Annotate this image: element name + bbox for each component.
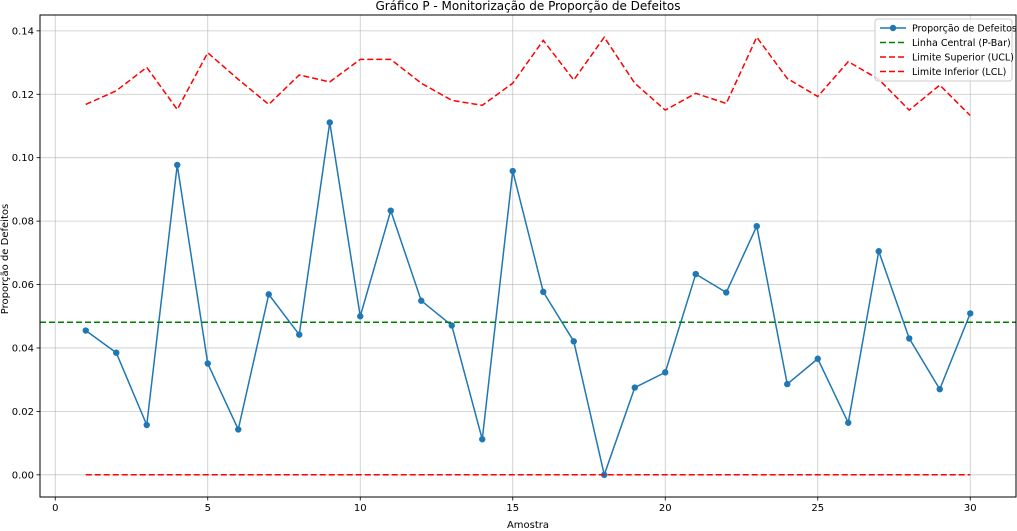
data-point [113,349,120,356]
data-point [814,355,821,362]
data-point [326,119,333,126]
x-tick-label: 20 [659,503,672,514]
data-point [296,331,303,338]
y-tick-label: 0.08 [12,217,34,228]
y-tick-label: 0.12 [12,90,34,101]
y-tick-label: 0.02 [12,407,34,418]
x-tick-label: 0 [52,503,58,514]
data-point [723,289,730,296]
plot-series [40,35,1016,479]
x-tick-label: 10 [354,503,367,514]
y-tick-label: 0.00 [12,470,34,481]
y-tick-label: 0.04 [12,343,34,354]
series-2 [85,35,971,117]
y-tick-label: 0.10 [12,153,34,164]
data-point [448,322,455,329]
data-point [540,288,547,296]
ucl-line [85,35,971,117]
data-point [418,297,425,304]
data-point [143,421,150,429]
legend-marker [889,24,897,32]
data-point [784,380,791,388]
data-point [967,310,974,317]
data-point [174,161,181,169]
y-axis-label: Proporção de Defeitos [0,204,11,314]
data-point [204,360,211,367]
data-point [662,369,669,376]
data-point [845,419,852,426]
x-tick-label: 5 [205,503,211,514]
data-point [631,384,638,391]
data-point [936,385,943,393]
data-point [479,436,486,443]
data-point [906,335,913,342]
series-0 [82,119,974,479]
y-tick-label: 0.06 [12,280,34,291]
legend-label: Proporção de Defeitos [912,24,1017,35]
data-point [82,327,89,334]
y-tick-label: 0.14 [12,26,34,37]
data-point [387,207,394,214]
grid [40,15,1016,497]
legend-label: Limite Superior (UCL) [912,53,1014,64]
data-point [265,291,272,298]
data-point [509,167,516,175]
legend-box [874,18,1013,82]
legend-label: Limite Inferior (LCL) [912,67,1006,78]
chart-title: Gráfico P - Monitorização de Proporção d… [375,0,680,13]
x-tick-label: 30 [964,503,977,514]
legend: Proporção de Defeitos Linha Central (P-Ba… [874,18,1017,82]
data-point [357,313,364,320]
defect-proportion-line [85,122,971,478]
x-axis-label: Amostra [507,520,549,531]
plot-frame [39,14,1017,498]
x-tick-label: 25 [811,503,824,514]
x-tick-label: 15 [506,503,519,514]
data-point [753,222,760,230]
data-point [875,248,882,255]
data-point [235,426,242,433]
data-point [570,338,577,345]
axis-ticks: 0 5 10 15 20 25 30 0.00 0.02 0.04 0.06 0.08 0.10 0.12… [12,26,977,514]
data-point [692,270,699,278]
legend-label: Linha Central (P-Bar) [912,38,1011,49]
